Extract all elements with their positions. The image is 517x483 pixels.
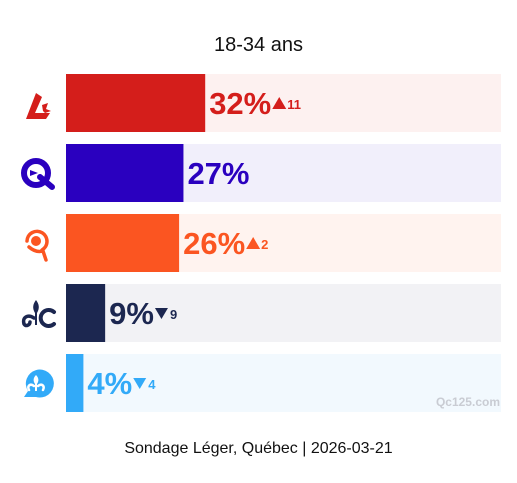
change-down-icon — [133, 378, 147, 389]
bar — [66, 284, 106, 342]
data-label: 26% — [183, 226, 245, 261]
plq-logo-icon — [26, 93, 51, 119]
caq-logo-icon — [21, 158, 55, 190]
change-label: 4 — [148, 377, 156, 392]
chart-title: 18-34 ans — [214, 34, 303, 56]
bar — [66, 144, 184, 202]
qs-logo-icon — [25, 229, 49, 262]
data-label: 27% — [187, 156, 249, 191]
pq-logo-icon — [21, 300, 56, 328]
data-label: 4% — [87, 366, 132, 401]
pcq-logo-icon — [24, 369, 54, 398]
change-label: 9 — [170, 307, 177, 322]
change-up-icon — [272, 97, 287, 109]
bar-track — [66, 284, 501, 342]
change-label: 11 — [287, 97, 301, 112]
bar — [66, 354, 84, 412]
chart-source: Sondage Léger, Québec | 2026-03-21 — [124, 440, 393, 457]
watermark: Qc125.com — [436, 395, 500, 409]
bar — [66, 214, 180, 272]
change-label: 2 — [261, 237, 268, 252]
bar — [66, 74, 206, 132]
change-down-icon — [154, 308, 168, 319]
data-label: 32% — [209, 86, 271, 121]
change-up-icon — [246, 237, 261, 249]
data-label: 9% — [109, 296, 154, 331]
